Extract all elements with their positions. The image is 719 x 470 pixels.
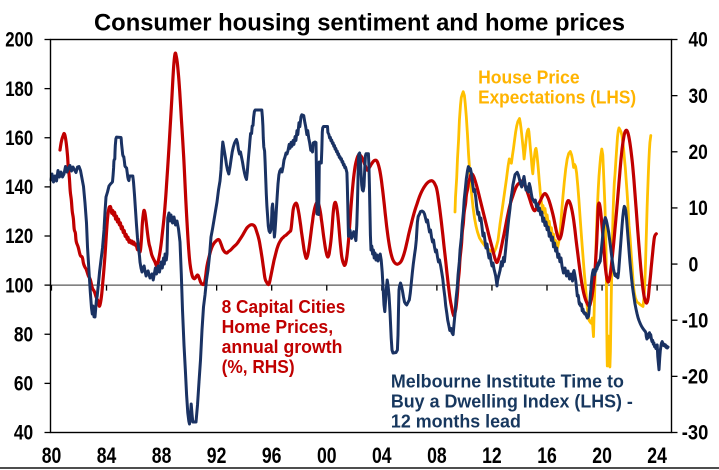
svg-text:10: 10 xyxy=(689,197,708,220)
svg-text:08: 08 xyxy=(427,443,447,468)
svg-text:30: 30 xyxy=(689,85,708,108)
svg-text:200: 200 xyxy=(5,29,33,52)
svg-text:96: 96 xyxy=(262,443,282,468)
svg-text:House Price: House Price xyxy=(478,66,579,87)
svg-text:40: 40 xyxy=(14,422,33,445)
svg-text:140: 140 xyxy=(5,176,33,199)
svg-text:180: 180 xyxy=(5,78,33,101)
svg-text:-10: -10 xyxy=(682,309,709,332)
svg-text:40: 40 xyxy=(689,29,708,52)
svg-text:00: 00 xyxy=(317,443,337,468)
svg-text:20: 20 xyxy=(689,141,708,164)
svg-text:12: 12 xyxy=(482,443,502,468)
svg-text:0: 0 xyxy=(689,253,699,276)
svg-text:88: 88 xyxy=(152,443,172,468)
svg-text:160: 160 xyxy=(5,127,33,150)
svg-text:(%, RHS): (%, RHS) xyxy=(222,356,295,377)
svg-text:Expectations (LHS): Expectations (LHS) xyxy=(478,86,636,107)
svg-text:60: 60 xyxy=(14,373,33,396)
svg-text:12 months lead: 12 months lead xyxy=(391,410,521,431)
svg-text:16: 16 xyxy=(537,443,557,468)
svg-text:20: 20 xyxy=(592,443,612,468)
svg-text:Consumer housing sentiment and: Consumer housing sentiment and home pric… xyxy=(94,10,625,37)
svg-text:-30: -30 xyxy=(682,422,709,445)
svg-text:8 Capital Cities: 8 Capital Cities xyxy=(222,296,346,317)
svg-text:80: 80 xyxy=(14,323,33,346)
svg-text:92: 92 xyxy=(207,443,227,468)
svg-text:04: 04 xyxy=(372,443,392,468)
svg-text:Buy a Dwelling Index (LHS) -: Buy a Dwelling Index (LHS) - xyxy=(391,390,633,411)
svg-text:80: 80 xyxy=(42,443,62,468)
svg-text:annual growth: annual growth xyxy=(222,336,343,357)
svg-text:84: 84 xyxy=(97,443,117,468)
svg-text:Home Prices,: Home Prices, xyxy=(222,316,334,337)
svg-text:24: 24 xyxy=(647,443,667,468)
svg-text:120: 120 xyxy=(5,225,33,248)
svg-text:Melbourne Institute Time to: Melbourne Institute Time to xyxy=(391,370,624,391)
svg-text:100: 100 xyxy=(5,274,33,297)
svg-text:-20: -20 xyxy=(682,366,709,389)
